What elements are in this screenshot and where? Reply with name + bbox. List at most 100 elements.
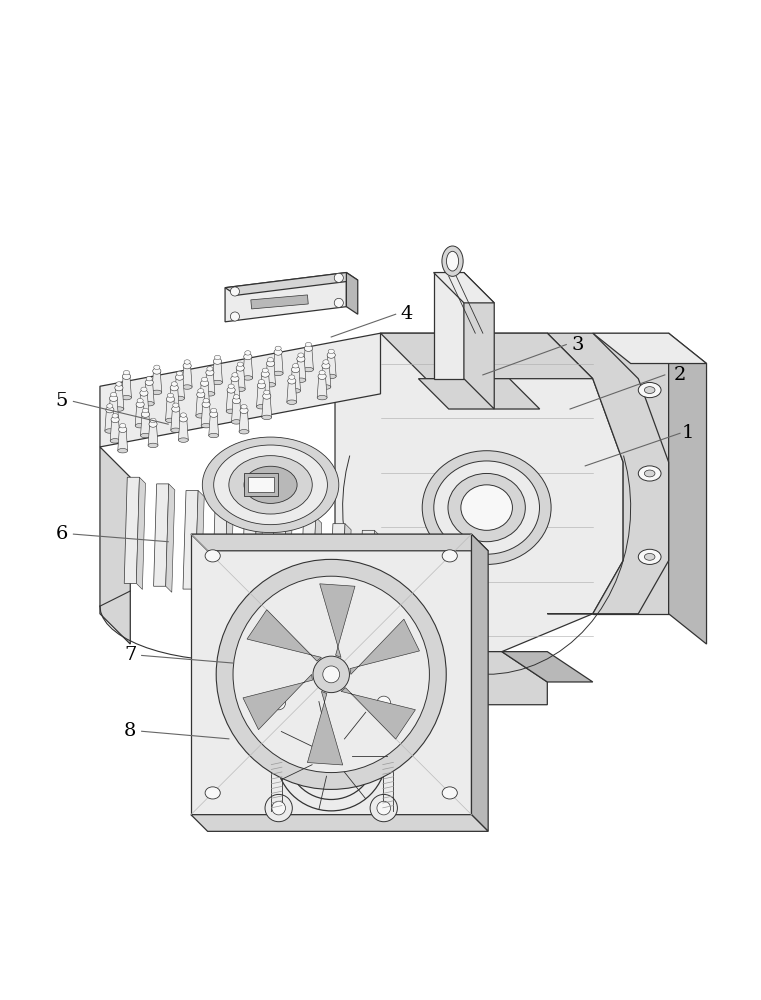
Ellipse shape: [205, 787, 220, 799]
Bar: [267, 749, 286, 762]
Ellipse shape: [239, 430, 249, 434]
Polygon shape: [191, 815, 488, 831]
Ellipse shape: [235, 387, 245, 392]
Bar: [378, 749, 398, 762]
Ellipse shape: [142, 411, 150, 417]
Ellipse shape: [442, 550, 457, 562]
Polygon shape: [317, 376, 327, 398]
Text: 2: 2: [673, 366, 686, 384]
Ellipse shape: [214, 445, 327, 525]
Text: 6: 6: [56, 525, 68, 543]
Ellipse shape: [141, 387, 147, 392]
Polygon shape: [166, 399, 175, 420]
Polygon shape: [100, 333, 380, 447]
Polygon shape: [171, 409, 180, 430]
Ellipse shape: [323, 360, 329, 364]
Polygon shape: [434, 273, 494, 303]
Ellipse shape: [203, 398, 209, 403]
Polygon shape: [100, 447, 130, 644]
Polygon shape: [201, 404, 211, 426]
Ellipse shape: [112, 414, 118, 418]
Polygon shape: [105, 410, 115, 431]
Ellipse shape: [135, 423, 145, 428]
Ellipse shape: [231, 376, 239, 382]
Polygon shape: [335, 333, 623, 652]
Ellipse shape: [180, 416, 187, 422]
Ellipse shape: [232, 398, 240, 404]
Ellipse shape: [264, 390, 270, 395]
Bar: [375, 743, 401, 749]
Polygon shape: [287, 381, 297, 402]
Ellipse shape: [292, 364, 298, 368]
Polygon shape: [346, 273, 358, 314]
Text: 5: 5: [56, 392, 68, 410]
Ellipse shape: [638, 466, 661, 481]
Ellipse shape: [319, 370, 325, 375]
Ellipse shape: [275, 346, 282, 351]
Ellipse shape: [209, 433, 218, 438]
Polygon shape: [330, 524, 345, 603]
Ellipse shape: [322, 363, 330, 369]
Polygon shape: [342, 524, 351, 609]
Ellipse shape: [228, 384, 234, 388]
Text: 7: 7: [124, 646, 136, 664]
Polygon shape: [212, 361, 222, 382]
Polygon shape: [350, 619, 419, 674]
Text: 8: 8: [124, 722, 136, 740]
Ellipse shape: [442, 787, 457, 799]
Ellipse shape: [178, 438, 188, 442]
Ellipse shape: [260, 393, 270, 398]
Ellipse shape: [153, 368, 161, 374]
Ellipse shape: [263, 368, 269, 373]
Ellipse shape: [199, 402, 209, 407]
Ellipse shape: [116, 382, 122, 386]
Ellipse shape: [304, 367, 314, 372]
Ellipse shape: [170, 385, 178, 391]
Polygon shape: [260, 374, 270, 395]
Ellipse shape: [171, 382, 177, 386]
Polygon shape: [291, 370, 301, 391]
Polygon shape: [124, 477, 139, 583]
Ellipse shape: [182, 385, 192, 389]
Bar: [248, 477, 275, 492]
Polygon shape: [283, 510, 292, 604]
Ellipse shape: [261, 371, 269, 377]
Polygon shape: [191, 534, 472, 815]
Polygon shape: [266, 364, 275, 385]
Polygon shape: [326, 355, 336, 376]
Ellipse shape: [110, 392, 116, 397]
Circle shape: [231, 312, 240, 321]
Polygon shape: [110, 420, 120, 441]
Ellipse shape: [115, 385, 123, 391]
Polygon shape: [166, 484, 175, 592]
Circle shape: [370, 689, 397, 717]
Polygon shape: [154, 484, 169, 586]
Ellipse shape: [109, 417, 119, 422]
Ellipse shape: [327, 352, 336, 358]
Ellipse shape: [174, 396, 184, 401]
Ellipse shape: [118, 448, 128, 453]
Ellipse shape: [273, 371, 283, 376]
Bar: [251, 295, 308, 309]
Ellipse shape: [136, 401, 145, 408]
Ellipse shape: [110, 395, 118, 401]
Ellipse shape: [317, 395, 327, 400]
Circle shape: [377, 801, 390, 815]
Ellipse shape: [201, 423, 211, 428]
Polygon shape: [411, 652, 547, 705]
Ellipse shape: [146, 376, 152, 381]
Circle shape: [265, 794, 292, 822]
Ellipse shape: [106, 407, 114, 413]
Ellipse shape: [209, 411, 218, 417]
Ellipse shape: [166, 418, 175, 423]
Ellipse shape: [297, 356, 305, 362]
Text: 3: 3: [572, 336, 584, 354]
Polygon shape: [139, 393, 149, 414]
Ellipse shape: [244, 354, 252, 360]
Circle shape: [272, 801, 285, 815]
Polygon shape: [122, 376, 132, 398]
Ellipse shape: [227, 387, 235, 393]
Ellipse shape: [288, 378, 296, 384]
Ellipse shape: [167, 393, 174, 398]
Ellipse shape: [442, 246, 463, 276]
